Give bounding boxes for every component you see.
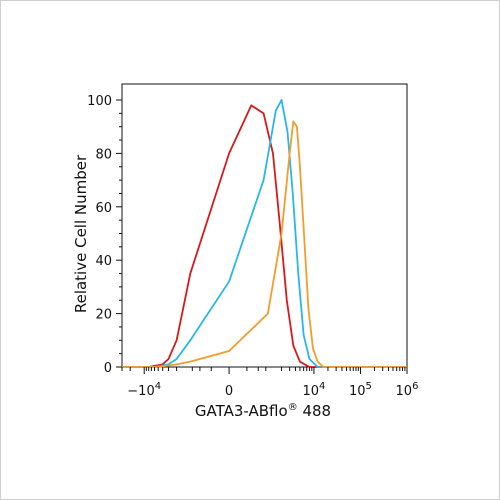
series-line-3 (122, 120, 407, 368)
series-layer (122, 99, 407, 368)
series-line-2 (122, 99, 407, 368)
y-tick-label-80: 80 (95, 147, 112, 162)
plot-area (121, 83, 408, 368)
y-tick-label-0: 0 (104, 361, 112, 376)
series-line-1 (122, 104, 407, 368)
x-tick-label-4: 106 (396, 381, 419, 399)
y-tick-label-20: 20 (95, 308, 112, 323)
y-tick-label-60: 60 (95, 201, 112, 216)
x-axis-title: GATA3-ABflo® 488 (195, 402, 331, 420)
x-axis-title-superscript: ® (288, 402, 298, 413)
x-tick-label-1: 0 (225, 384, 233, 399)
x-tick-label-2: 104 (302, 381, 325, 399)
x-tick-label-3: 105 (349, 381, 372, 399)
x-tick-label-0: −104 (127, 381, 161, 399)
y-tick-label-100: 100 (87, 94, 112, 109)
axes-layer: 0 20 40 60 80 100 −104 0 104 105 106 (87, 94, 418, 399)
plot-border (121, 83, 408, 368)
y-tick-label-40: 40 (95, 254, 112, 269)
y-axis-title: Relative Cell Number (72, 154, 90, 313)
